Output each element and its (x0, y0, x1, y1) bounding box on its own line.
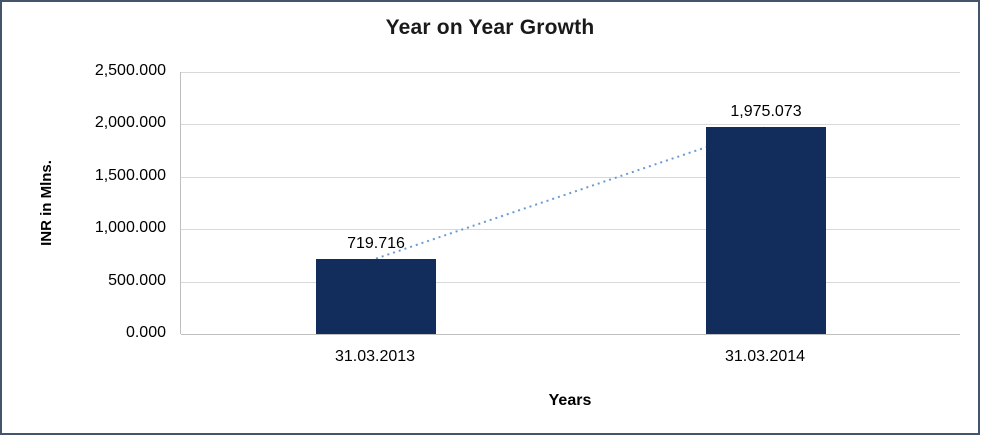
y-tick-label: 500.000 (108, 271, 166, 289)
y-axis-tick-labels: 0.000 500.000 1,000.000 1,500.000 2,000.000 2… (2, 62, 166, 341)
y-tick-label: 0.000 (125, 324, 166, 341)
gridline (181, 124, 960, 126)
bar-value-label: 1,975.073 (730, 103, 802, 120)
x-axis-title: Years (548, 392, 592, 409)
x-tick-label: 31.03.2013 (334, 348, 416, 365)
gridline (181, 229, 960, 231)
trendline (375, 126, 767, 260)
bar (706, 127, 826, 334)
y-tick-label: 2,500.000 (94, 62, 166, 79)
plot-area: 719.716 1,975.073 (180, 72, 960, 335)
x-axis-tick-labels: 31.03.2013 31.03.2014 (180, 348, 960, 370)
y-tick-label: 2,000.000 (94, 114, 166, 132)
x-tick-label: 31.03.2014 (724, 348, 806, 365)
y-tick-label: 1,000.000 (94, 219, 166, 237)
y-tick-label: 1,500.000 (94, 166, 166, 184)
gridline (181, 72, 960, 73)
gridline (181, 281, 960, 283)
bar (316, 258, 436, 334)
x-axis-line (181, 334, 960, 335)
gridline (181, 176, 960, 178)
bar-value-label: 719.716 (347, 234, 405, 252)
chart-title: Year on Year Growth (385, 16, 595, 39)
